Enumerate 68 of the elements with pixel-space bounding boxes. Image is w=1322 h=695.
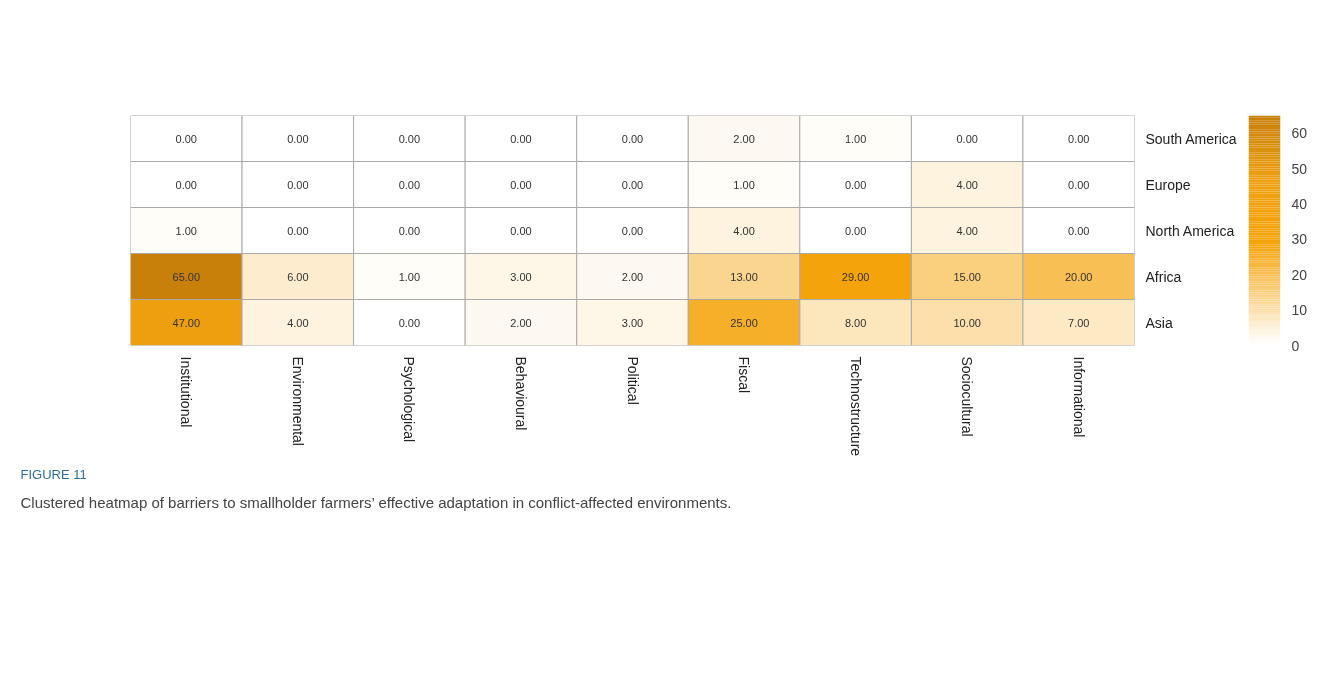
color-bar-label: 20 [1291, 266, 1308, 283]
y-tick-label: Europe [1145, 176, 1191, 193]
color-bar-label: 60 [1291, 125, 1308, 142]
data-label: 4.00 [956, 224, 978, 237]
data-label: 0.00 [956, 132, 978, 145]
data-label: 3.00 [510, 270, 532, 283]
data-label: 25.00 [730, 316, 758, 329]
x-tick-label: Political [624, 356, 641, 405]
color-bar-label: 30 [1291, 231, 1308, 248]
data-label: 1.00 [733, 178, 755, 191]
x-tick-label: Fiscal [736, 356, 753, 394]
data-label: 0.00 [287, 132, 309, 145]
data-label: 0.00 [510, 224, 532, 237]
y-tick-label: Africa [1145, 268, 1182, 285]
data-label: 0.00 [1068, 224, 1090, 237]
data-label: 0.00 [621, 132, 644, 145]
data-label: 13.00 [730, 270, 758, 283]
data-label: 0.00 [398, 132, 421, 145]
data-label: 2.00 [621, 270, 644, 283]
data-label: 29.00 [841, 270, 870, 283]
data-label: 65.00 [172, 270, 201, 283]
data-label: 4.00 [287, 316, 309, 329]
caption: FIGURE 11 [20, 466, 87, 482]
data-label: 0.00 [287, 224, 309, 237]
text: Clustered heatmap of barriers to smallholder farmers’ effective adaptation in conflict-affected environments. [20, 493, 732, 511]
data-label: 0.00 [510, 132, 532, 145]
data-label: 0.00 [621, 224, 644, 237]
data-label: 2.00 [733, 132, 755, 145]
x-tick-label: Technostructure [847, 356, 864, 457]
x-tick-label: Behavioural [512, 356, 529, 431]
data-label: 0.00 [1068, 132, 1090, 145]
x-tick-label: Informational [1070, 356, 1087, 438]
x-tick-label: Sociocultural [959, 356, 976, 437]
data-label: 7.00 [1068, 316, 1090, 329]
y-tick-label: South America [1145, 130, 1237, 147]
data-label: 10.00 [953, 316, 981, 329]
data-label: 2.00 [510, 316, 532, 329]
data-label: 1.00 [398, 270, 421, 283]
data-label: 0.00 [398, 316, 421, 329]
data-label: 0.00 [175, 178, 197, 191]
x-tick-label: Psychological [401, 356, 418, 443]
data-label: 0.00 [1068, 178, 1090, 191]
data-label: 1.00 [844, 132, 867, 145]
color-bar-label: 50 [1291, 160, 1308, 177]
color-bar-label: 10 [1291, 302, 1308, 319]
data-label: 0.00 [287, 178, 309, 191]
color-bar-label: 0 [1291, 337, 1300, 354]
x-tick-label: Institutional [178, 356, 195, 428]
data-label: 47.00 [172, 316, 201, 329]
data-label: 0.00 [175, 132, 197, 145]
data-label: 20.00 [1064, 270, 1093, 283]
data-label: 0.00 [510, 178, 532, 191]
data-label: 8.00 [844, 316, 867, 329]
data-label: 0.00 [844, 178, 867, 191]
data-label: 0.00 [621, 178, 644, 191]
data-label: 6.00 [287, 270, 309, 283]
data-label: 15.00 [953, 270, 981, 283]
y-tick-label: Asia [1145, 314, 1173, 331]
x-tick-label: Environmental [289, 356, 306, 446]
data-label: 0.00 [844, 224, 867, 237]
data-label: 0.00 [398, 178, 421, 191]
y-tick-label: North America [1145, 222, 1235, 239]
data-label: 4.00 [733, 224, 755, 237]
color-bar-label: 40 [1291, 195, 1308, 212]
data-label: 3.00 [621, 316, 644, 329]
data-label: 4.00 [956, 178, 978, 191]
data-label: 0.00 [398, 224, 421, 237]
data-label: 1.00 [175, 224, 197, 237]
